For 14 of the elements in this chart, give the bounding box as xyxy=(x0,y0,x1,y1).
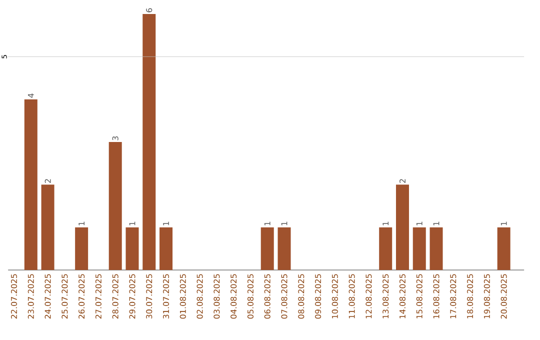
bar xyxy=(278,227,291,270)
bar xyxy=(379,227,392,270)
bar xyxy=(430,227,443,270)
bar xyxy=(160,227,173,270)
bar xyxy=(108,142,122,270)
bar xyxy=(497,227,510,270)
bar xyxy=(75,227,88,270)
bar xyxy=(24,99,38,270)
bar xyxy=(142,14,156,270)
bar xyxy=(41,184,54,270)
bar xyxy=(260,227,274,270)
bar xyxy=(126,227,139,270)
bar xyxy=(412,227,426,270)
bar xyxy=(396,184,409,270)
